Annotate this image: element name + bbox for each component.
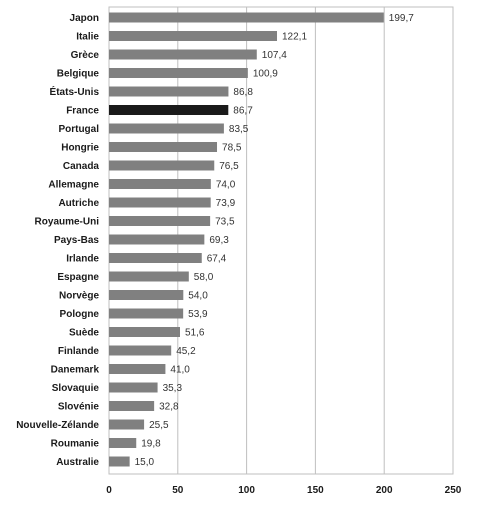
bar [109,12,384,23]
category-label: Japon [70,13,99,24]
bar [109,68,248,78]
category-label: Slovaquie [52,383,100,394]
data-label: 78,5 [222,143,242,154]
bar [109,327,181,337]
x-tick-label: 0 [106,485,112,496]
bar [109,438,137,448]
category-label: Autriche [58,198,99,209]
category-label: Canada [63,161,100,172]
category-label: Pays-Bas [54,235,99,246]
data-label: 69,3 [209,235,229,246]
category-label: Royaume-Uni [35,217,100,228]
data-label: 45,2 [176,346,196,357]
category-label: Grèce [71,50,100,61]
bar [109,49,257,60]
data-label: 83,5 [229,124,249,135]
x-tick-label: 50 [172,485,184,496]
category-label: France [66,106,99,117]
category-label: Finlande [58,346,100,357]
x-axis-ticks: 0 50 100 150 200 250 [106,485,462,496]
grid-lines [108,6,454,475]
x-tick-label: 200 [376,485,393,496]
data-label: 41,0 [170,365,190,376]
data-label: 122,1 [282,32,307,43]
data-label: 73,5 [215,217,235,228]
data-label: 25,5 [149,420,169,431]
data-label: 53,9 [188,309,208,320]
value-labels: 199,7 122,1 107,4 100,986,8 86,7 83,5 78,5 76,5… [135,13,415,468]
data-label: 54,0 [188,291,208,302]
data-label: 74,0 [216,180,236,191]
bar [109,308,184,319]
category-label: Nouvelle-Zélande [16,420,99,431]
bar [109,290,184,300]
bar [109,382,158,393]
data-label: 86,7 [233,106,253,117]
bar [109,31,278,41]
x-tick-label: 250 [445,485,462,496]
category-label: Pologne [60,309,100,320]
category-label: Slovénie [58,402,100,413]
bar [109,234,205,245]
category-label: Espagne [57,272,99,283]
category-label: Italie [76,32,99,43]
data-label: 100,9 [253,69,278,80]
bar [109,456,130,467]
bar [109,123,224,134]
bar [109,142,218,152]
data-label: 107,4 [262,50,287,61]
bar [109,345,172,356]
category-label: Roumanie [51,439,100,450]
category-label: Norvège [59,291,99,302]
category-labels: Japon Italie Grèce Belgique États-Unis France… [16,13,99,468]
x-tick-label: 100 [238,485,255,496]
category-label: Australie [56,457,99,468]
data-label: 76,5 [219,161,239,172]
bars [109,12,384,467]
data-label: 51,6 [185,328,205,339]
bar [109,271,189,282]
data-label: 32,8 [159,402,179,413]
data-label: 199,7 [389,13,414,24]
bar [109,197,211,208]
bar [109,364,166,374]
data-label: 67,4 [207,254,227,265]
category-label: Irlande [66,254,99,265]
bar [109,401,155,411]
data-label: 35,3 [163,383,183,394]
bar [109,253,202,263]
bar [109,179,211,189]
category-label: Portugal [58,124,99,135]
bar [109,86,229,97]
x-tick-label: 150 [307,485,324,496]
category-label: Danemark [51,365,100,376]
bar [109,160,215,171]
category-label: Allemagne [48,180,99,191]
category-label: Belgique [57,69,100,80]
category-label: Hongrie [61,143,99,154]
data-label: 15,0 [135,457,155,468]
data-label: 86,8 [233,87,253,98]
data-label: 19,8 [141,439,161,450]
bar [109,216,211,226]
bar [109,419,145,430]
data-label: 58,0 [194,272,214,283]
category-label: Suède [69,328,99,339]
data-label: 73,9 [216,198,236,209]
bar-highlight [109,105,229,115]
category-label: États-Unis [50,85,100,98]
